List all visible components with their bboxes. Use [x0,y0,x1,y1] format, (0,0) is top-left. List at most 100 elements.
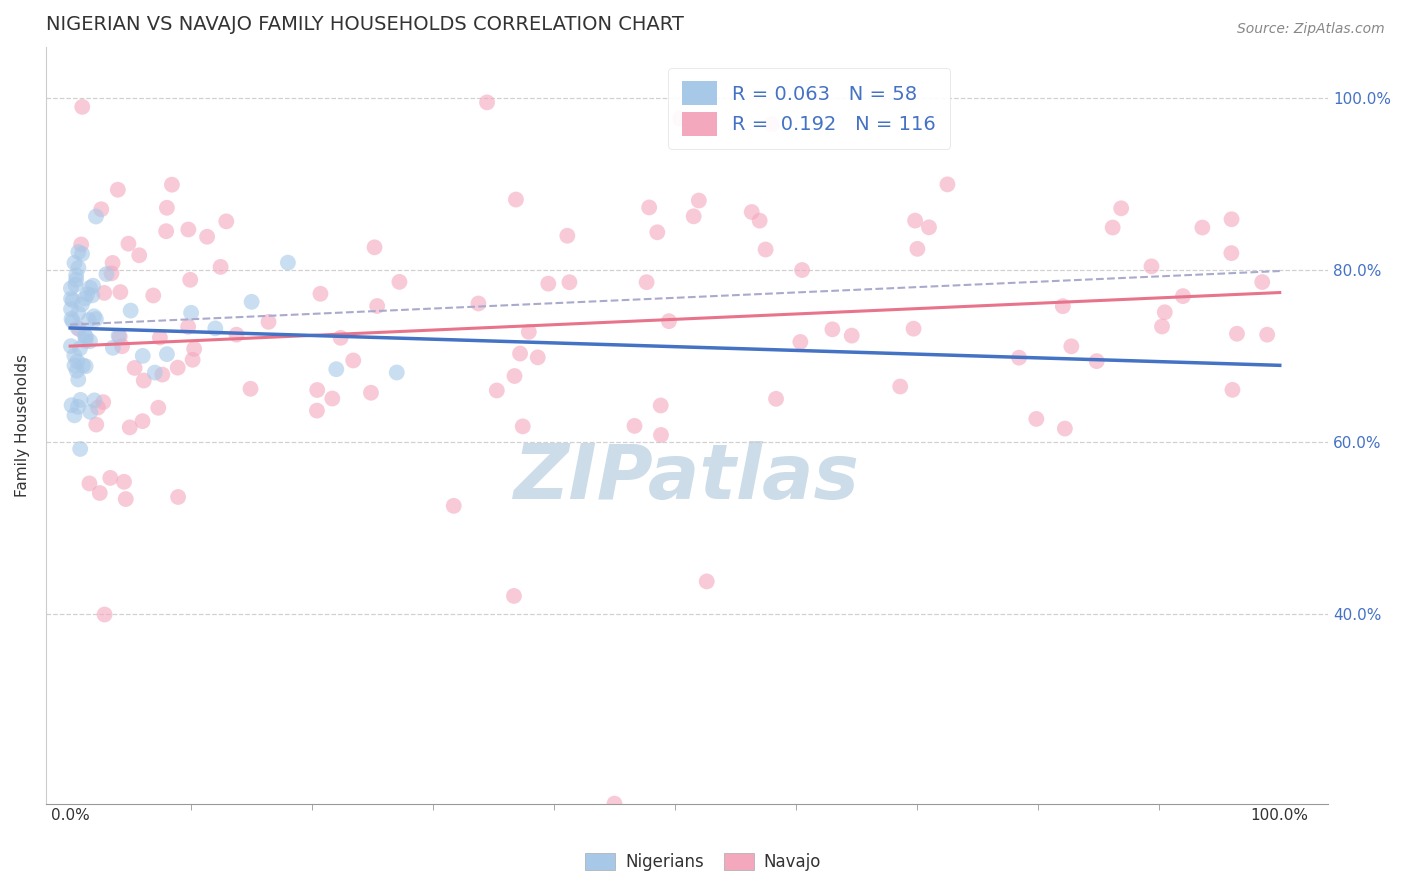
Text: NIGERIAN VS NAVAJO FAMILY HOUSEHOLDS CORRELATION CHART: NIGERIAN VS NAVAJO FAMILY HOUSEHOLDS COR… [46,15,683,34]
Point [1251,275,1274,289]
Point [1025,412,1047,426]
Point [107,328,129,343]
Point [183,342,205,356]
Point [307,383,329,397]
Point [936,178,959,192]
Point [156,347,179,361]
Point [509,346,531,360]
Point [87,401,110,415]
Point [73,328,96,343]
Point [623,418,645,433]
Point [166,360,188,375]
Text: ZIPatlas: ZIPatlas [515,442,860,515]
Point [647,225,669,239]
Point [79,281,101,295]
Point [82,278,104,293]
Point [1109,202,1132,216]
Point [179,273,201,287]
Point [79,405,101,419]
Point [63,256,86,270]
Point [688,194,710,208]
Point [1222,383,1244,397]
Point [69,342,91,356]
Point [62,293,84,308]
Point [60,398,83,412]
Point [195,229,218,244]
Point [467,296,489,310]
Point [1191,220,1213,235]
Legend: Nigerians, Navajo: Nigerians, Navajo [576,845,830,880]
Point [75,359,97,374]
Point [557,228,579,243]
Point [65,277,87,292]
Point [89,486,111,500]
Point [789,334,811,349]
Point [79,334,101,349]
Point [669,112,692,126]
Point [60,292,83,306]
Point [73,292,96,306]
Point [603,797,626,811]
Point [790,263,813,277]
Point [903,321,925,335]
Point [342,353,364,368]
Point [62,314,84,328]
Point [225,327,247,342]
Point [682,209,704,223]
Point [132,349,155,363]
Point [149,330,172,344]
Point [65,268,87,283]
Point [755,243,778,257]
Point [638,201,661,215]
Point [65,273,87,287]
Point [748,213,770,227]
Point [257,315,280,329]
Point [66,363,89,377]
Point [215,214,238,228]
Point [108,329,131,343]
Point [277,255,299,269]
Point [918,220,941,235]
Point [650,428,672,442]
Point [1150,319,1173,334]
Point [67,260,90,275]
Point [385,366,408,380]
Point [904,213,927,227]
Point [75,334,97,348]
Point [537,277,560,291]
Point [155,224,177,238]
Point [100,266,122,280]
Point [84,210,107,224]
Point [388,275,411,289]
Point [180,306,202,320]
Point [69,392,91,407]
Point [111,339,134,353]
Point [59,281,82,295]
Point [1008,351,1031,365]
Point [112,475,135,489]
Point [63,349,86,363]
Point [84,417,107,432]
Point [1171,289,1194,303]
Point [1220,246,1243,260]
Point [558,275,581,289]
Text: Source: ZipAtlas.com: Source: ZipAtlas.com [1237,22,1385,37]
Point [91,395,114,409]
Point [517,325,540,339]
Point [59,339,82,353]
Y-axis label: Family Households: Family Households [15,353,30,497]
Point [181,352,204,367]
Point [117,236,139,251]
Point [209,260,232,274]
Point [841,328,863,343]
Point [1101,220,1123,235]
Point [101,341,124,355]
Point [132,374,155,388]
Point [1153,305,1175,319]
Point [309,286,332,301]
Point [1220,212,1243,227]
Point [765,392,787,406]
Point [70,297,93,311]
Point [131,414,153,428]
Point [1053,421,1076,435]
